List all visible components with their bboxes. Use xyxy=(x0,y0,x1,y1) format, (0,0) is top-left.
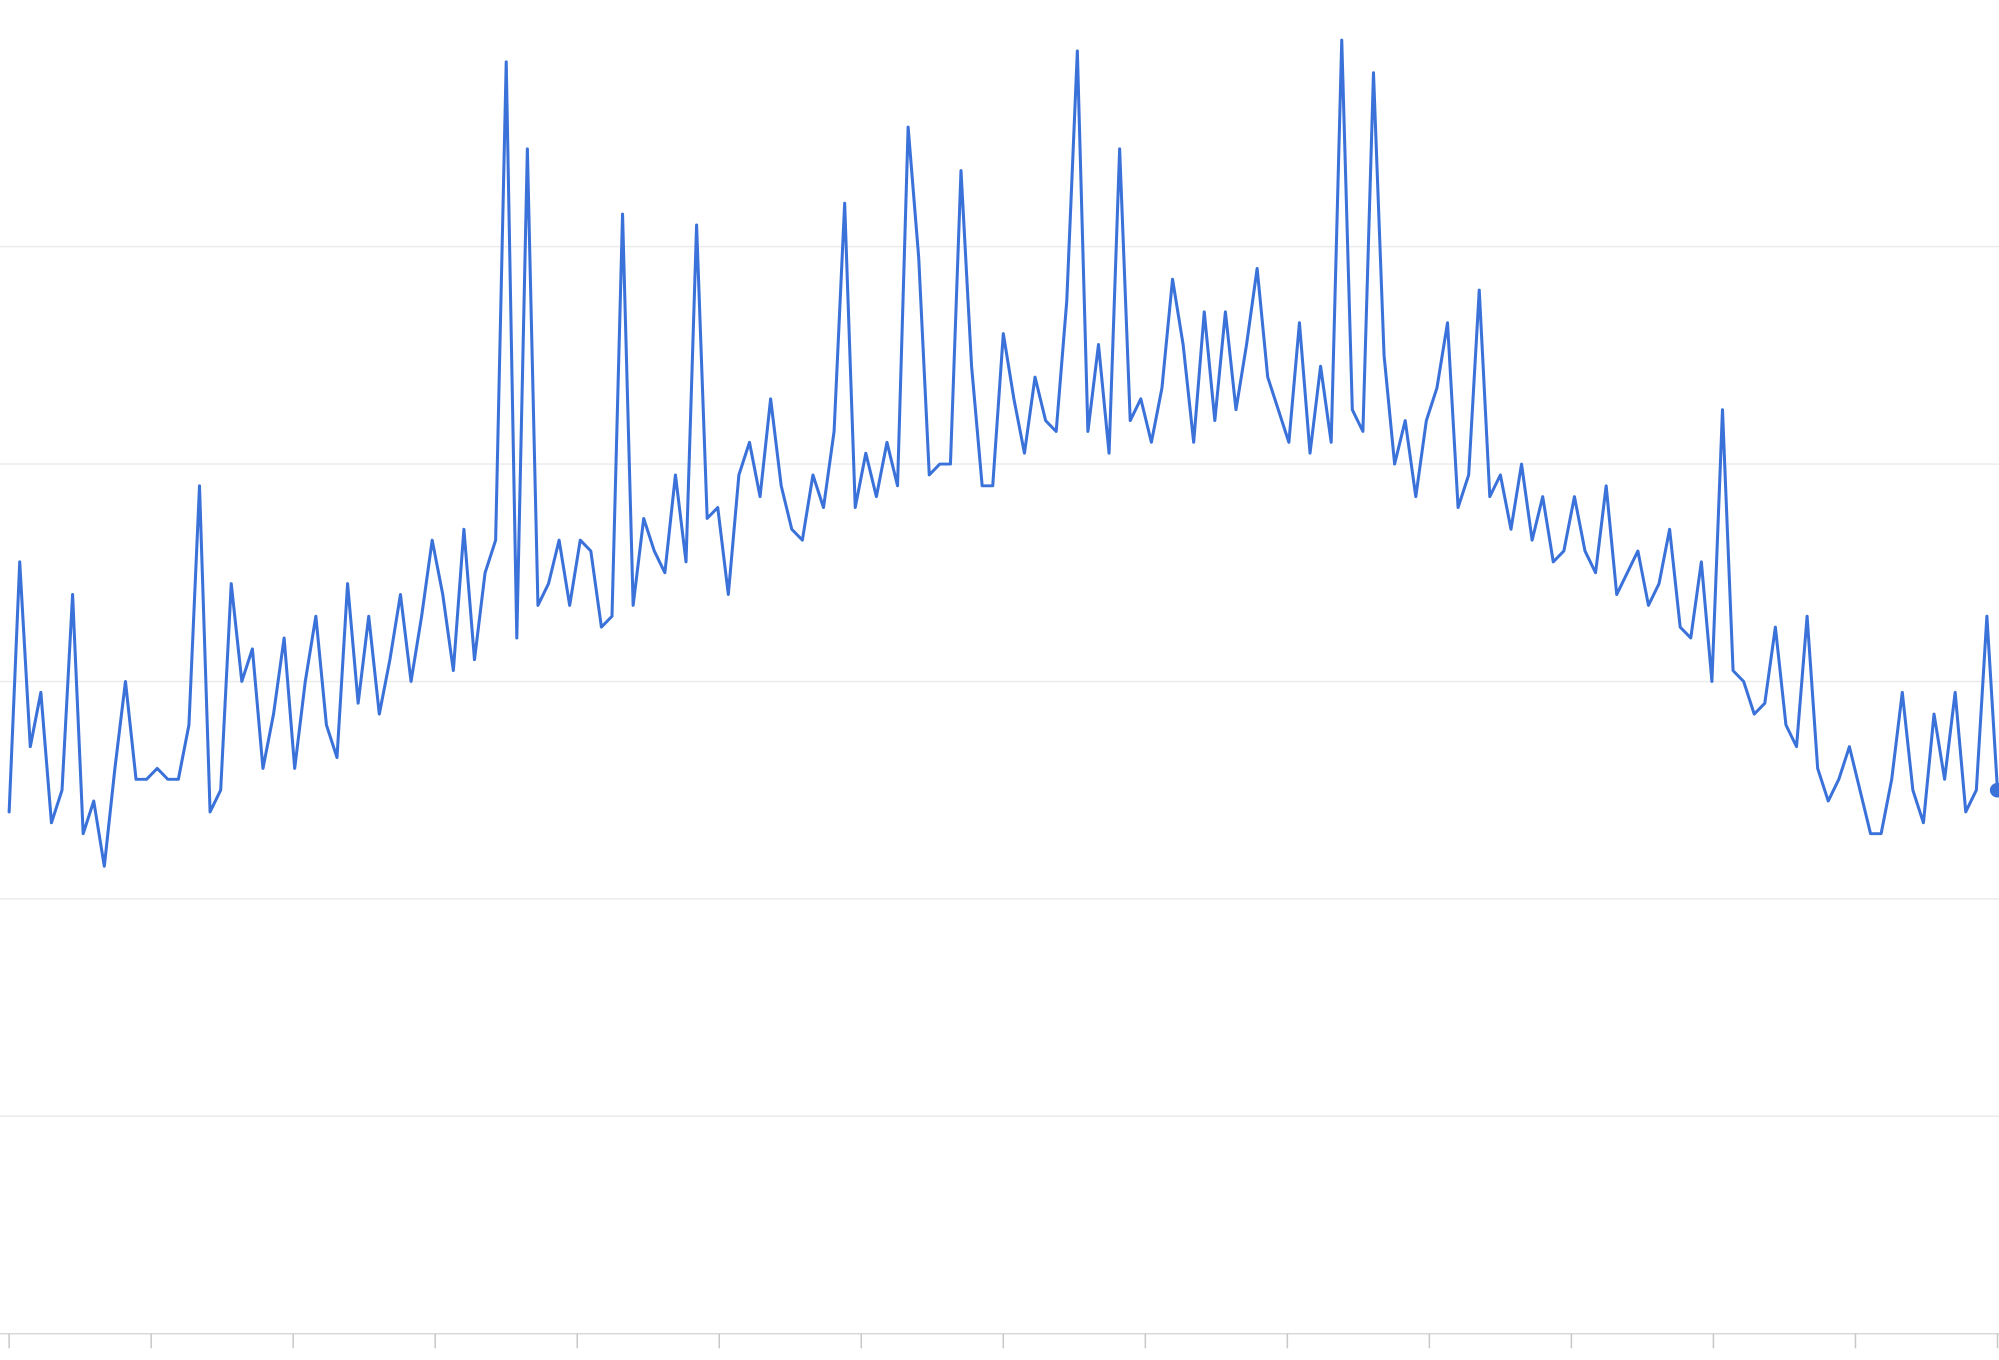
line-chart xyxy=(0,0,1999,1360)
chart-svg xyxy=(0,0,1999,1360)
